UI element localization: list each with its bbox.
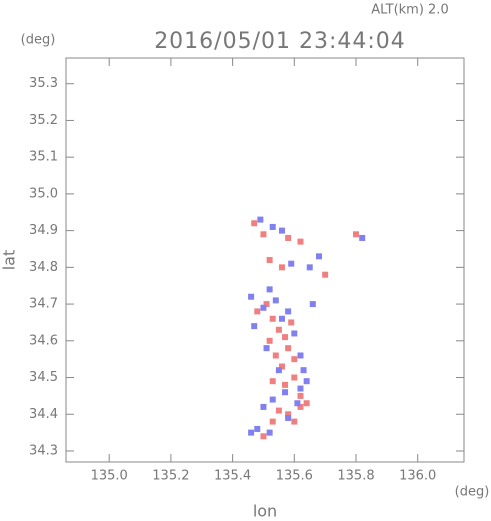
point — [359, 234, 366, 241]
x-axis-label: lon — [253, 502, 277, 521]
chart-subtitle: ALT(km) 2.0 — [371, 3, 448, 18]
point — [272, 297, 279, 304]
point — [275, 367, 282, 374]
x-tick-label: 136.0 — [399, 469, 436, 484]
point — [272, 352, 279, 359]
point — [288, 260, 295, 267]
point — [260, 304, 267, 311]
point — [306, 264, 313, 271]
point — [269, 378, 276, 385]
x-tick-label: 135.4 — [214, 469, 251, 484]
point — [315, 253, 322, 260]
x-unit: (deg) — [455, 485, 490, 500]
point — [254, 425, 261, 432]
y-tick-label: 35.1 — [29, 150, 58, 165]
point — [297, 392, 304, 399]
point — [303, 400, 310, 407]
point — [291, 356, 298, 363]
point — [291, 374, 298, 381]
point — [291, 418, 298, 425]
y-tick-label: 34.8 — [29, 260, 58, 275]
point — [278, 264, 285, 271]
point — [254, 308, 261, 315]
point — [297, 403, 304, 410]
point — [303, 378, 310, 385]
point — [285, 414, 292, 421]
point — [322, 271, 329, 278]
point — [263, 301, 270, 308]
y-tick-label: 34.4 — [29, 407, 58, 422]
y-tick-label: 35.3 — [29, 76, 58, 91]
x-tick-label: 135.6 — [276, 469, 313, 484]
point — [248, 429, 255, 436]
point — [285, 308, 292, 315]
point — [266, 337, 273, 344]
point — [266, 257, 273, 263]
y-unit: (deg) — [21, 33, 56, 48]
point — [269, 418, 276, 425]
point — [260, 433, 267, 440]
point — [248, 293, 255, 300]
plot-frame — [65, 57, 465, 463]
point — [269, 223, 276, 230]
point — [266, 286, 273, 293]
point — [297, 238, 304, 245]
point — [275, 326, 282, 333]
point — [309, 301, 316, 308]
point — [260, 403, 267, 410]
point — [282, 389, 289, 396]
y-tick-label: 35.2 — [29, 113, 58, 128]
point — [251, 323, 258, 330]
point — [282, 381, 289, 388]
point — [260, 231, 267, 238]
point — [269, 315, 276, 322]
point — [278, 315, 285, 322]
y-tick-label: 34.9 — [29, 223, 58, 238]
y-tick-label: 35.0 — [29, 186, 58, 201]
point — [266, 429, 273, 436]
point — [294, 400, 301, 407]
y-tick-label: 34.3 — [29, 443, 58, 458]
point — [282, 334, 289, 341]
x-tick-label: 135.8 — [337, 469, 374, 484]
point — [300, 367, 307, 374]
point — [263, 345, 270, 352]
point — [278, 363, 285, 370]
point — [291, 330, 298, 337]
point — [285, 411, 292, 418]
y-tick-label: 34.6 — [29, 333, 58, 348]
point — [257, 216, 264, 223]
point — [275, 407, 282, 414]
point — [269, 396, 276, 403]
point — [251, 220, 258, 227]
chart-title: 2016/05/01 23:44:04 — [154, 29, 406, 54]
point — [278, 227, 285, 234]
point — [297, 352, 304, 359]
y-tick-label: 34.7 — [29, 297, 58, 312]
x-tick-label: 135.0 — [91, 469, 128, 484]
x-tick-label: 135.2 — [152, 469, 189, 484]
point — [297, 385, 304, 392]
y-tick-label: 34.5 — [29, 370, 58, 385]
point — [285, 234, 292, 241]
point — [285, 345, 292, 352]
point — [288, 319, 295, 326]
y-axis-label: lat — [0, 250, 19, 271]
point — [353, 231, 360, 238]
